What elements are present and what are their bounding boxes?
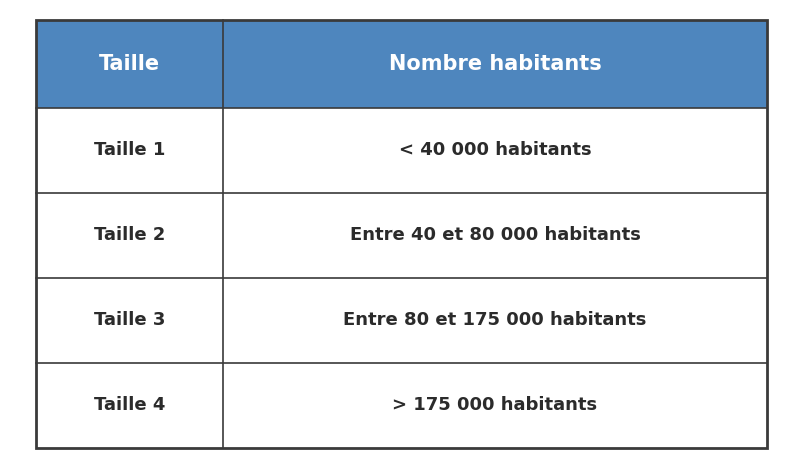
Text: Taille 2: Taille 2 [94,226,165,244]
Text: Entre 40 et 80 000 habitants: Entre 40 et 80 000 habitants [349,226,640,244]
FancyBboxPatch shape [36,20,767,108]
FancyBboxPatch shape [36,278,767,363]
Text: Entre 80 et 175 000 habitants: Entre 80 et 175 000 habitants [344,311,646,329]
Text: Taille: Taille [99,54,160,74]
FancyBboxPatch shape [36,108,767,193]
Text: Taille 1: Taille 1 [94,141,165,159]
Text: Taille 3: Taille 3 [94,311,165,329]
Text: > 175 000 habitants: > 175 000 habitants [392,396,598,414]
Text: < 40 000 habitants: < 40 000 habitants [399,141,591,159]
Text: Taille 4: Taille 4 [94,396,165,414]
FancyBboxPatch shape [36,193,767,278]
Text: Nombre habitants: Nombre habitants [388,54,602,74]
FancyBboxPatch shape [36,363,767,448]
